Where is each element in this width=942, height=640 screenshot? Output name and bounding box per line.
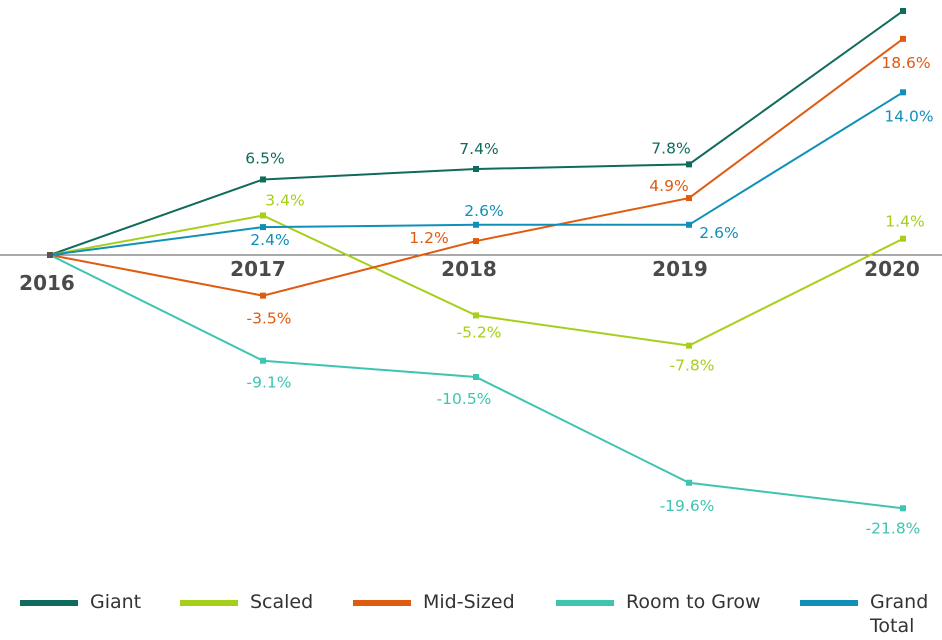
legend-item-mid-sized: Mid-Sized	[353, 590, 515, 614]
point-giant-2020	[900, 7, 906, 14]
legend-label-giant: Giant	[90, 591, 142, 613]
data-label-room-to-grow-2018: -10.5%	[437, 390, 492, 408]
point-scaled-2020	[900, 235, 906, 242]
data-label-mid-sized-2017: -3.5%	[247, 310, 292, 328]
data-label-grand-total-2018: 2.6%	[464, 202, 503, 220]
legend-label-grand-total: Grand Total	[870, 591, 929, 637]
x-tick-label-2018: 2018	[441, 257, 497, 281]
point-mid-sized-2019	[686, 195, 692, 202]
legend-swatch-giant	[20, 600, 78, 606]
point-room-to-grow-2017	[260, 357, 266, 364]
data-label-grand-total-2020: 14.0%	[884, 107, 933, 125]
legend-swatch-room-to-grow	[556, 600, 614, 606]
line-chart: 2016 2017 2018 2019 2020 6.5% 7.4% 7.8% 21.0% 3.4…	[0, 0, 942, 537]
point-room-to-grow-2020	[900, 505, 906, 512]
point-scaled-2019	[686, 342, 692, 349]
legend-swatch-mid-sized	[353, 600, 411, 606]
data-label-scaled-2018: -5.2%	[457, 323, 502, 341]
x-tick-label-2016: 2016	[19, 271, 75, 295]
data-label-room-to-grow-2019: -19.6%	[660, 497, 715, 515]
x-tick-label-2019: 2019	[652, 257, 708, 281]
data-label-mid-sized-2020: 18.6%	[881, 54, 930, 72]
data-label-scaled-2019: -7.8%	[670, 357, 715, 375]
series-line-room-to-grow	[49, 254, 904, 510]
point-mid-sized-2020	[900, 35, 906, 42]
point-room-to-grow-2019	[686, 479, 692, 486]
data-label-scaled-2017: 3.4%	[265, 191, 304, 209]
data-label-giant-2018: 7.4%	[459, 140, 498, 158]
legend-item-scaled: Scaled	[180, 590, 313, 614]
data-label-grand-total-2019: 2.6%	[699, 224, 738, 242]
data-label-grand-total-2017: 2.4%	[250, 231, 289, 249]
data-label-mid-sized-2019: 4.9%	[649, 177, 688, 195]
x-tick-label-2017: 2017	[230, 257, 286, 281]
point-grand-total-2017	[260, 224, 266, 231]
point-mid-sized-2017	[260, 292, 266, 299]
legend-item-grand-total: Grand Total	[800, 590, 942, 638]
legend-swatch-grand-total	[800, 600, 858, 606]
legend-label-mid-sized: Mid-Sized	[423, 591, 515, 613]
point-mid-sized-2018	[473, 238, 479, 245]
data-label-room-to-grow-2020: -21.8%	[866, 519, 921, 537]
x-tick-label-2020: 2020	[864, 257, 920, 281]
legend-label-scaled: Scaled	[250, 591, 314, 613]
data-label-giant-2019: 7.8%	[651, 139, 690, 157]
data-label-mid-sized-2018: 1.2%	[409, 229, 448, 247]
point-scaled-2018	[473, 312, 479, 319]
point-grand-total-2016	[47, 252, 53, 258]
point-giant-2019	[686, 161, 692, 168]
point-grand-total-2019	[686, 221, 692, 228]
data-label-giant-2020: 21.0%	[853, 0, 902, 3]
legend-item-giant: Giant	[20, 590, 141, 614]
point-room-to-grow-2018	[473, 374, 479, 381]
legend-swatch-scaled	[180, 600, 238, 606]
point-grand-total-2018	[473, 221, 479, 228]
point-scaled-2017	[260, 212, 266, 219]
point-giant-2018	[473, 166, 479, 173]
point-grand-total-2020	[900, 89, 906, 96]
point-giant-2017	[260, 176, 266, 183]
data-label-room-to-grow-2017: -9.1%	[247, 374, 292, 392]
data-label-giant-2017: 6.5%	[245, 149, 284, 167]
data-label-scaled-2020: 1.4%	[885, 213, 924, 231]
legend-item-room-to-grow: Room to Grow	[556, 590, 761, 614]
legend-label-room-to-grow: Room to Grow	[626, 591, 761, 613]
legend: Giant Scaled Mid-Sized Room to Grow Gran…	[0, 590, 942, 640]
